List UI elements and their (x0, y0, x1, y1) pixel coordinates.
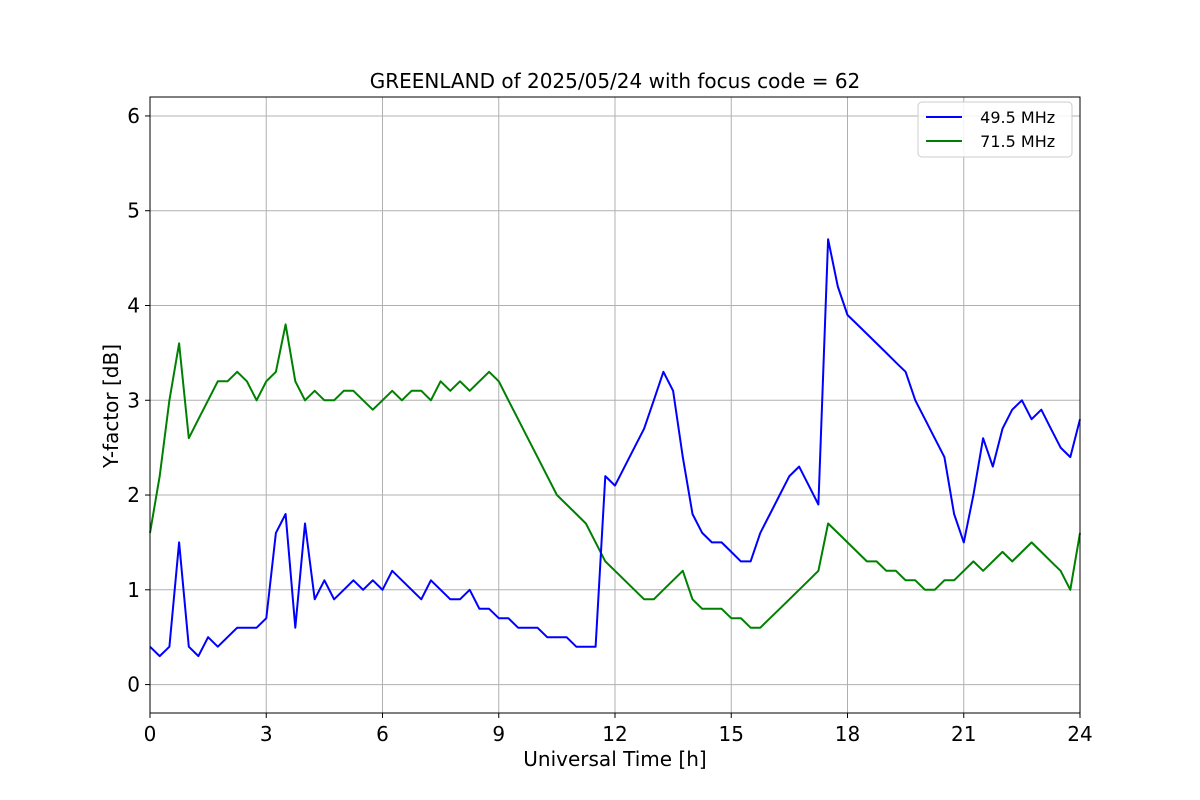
legend: 49.5 MHz 71.5 MHz (917, 101, 1073, 158)
y-tick-label: 4 (127, 293, 140, 317)
x-tick-label: 3 (260, 722, 273, 746)
x-tick-label: 6 (376, 722, 389, 746)
y-tick-label: 6 (127, 104, 140, 128)
x-tick-label: 21 (951, 722, 976, 746)
chart-title: GREENLAND of 2025/05/24 with focus code … (370, 69, 861, 93)
legend-box (917, 101, 1073, 158)
x-tick-label: 9 (492, 722, 505, 746)
series-line-49-5-mhz (149, 238, 1081, 658)
y-tick-label: 1 (127, 578, 140, 602)
x-tick-label: 24 (1067, 722, 1092, 746)
grid (149, 97, 1081, 713)
y-tick-label: 0 (127, 673, 140, 697)
x-tick-label: 12 (602, 722, 627, 746)
legend-label-71-5-mhz: 71.5 MHz (970, 132, 1055, 151)
series-layer (149, 238, 1081, 658)
x-axis-title: Universal Time [h] (523, 747, 706, 771)
x-tick-label: 18 (835, 722, 860, 746)
legend-label-49-5-mhz: 49.5 MHz (970, 108, 1055, 127)
x-tick-label: 15 (719, 722, 744, 746)
y-tick-label: 3 (127, 388, 140, 412)
y-axis-title: Y-factor [dB] (99, 344, 123, 469)
series-line-71-5-mhz (149, 323, 1081, 629)
y-tick-label: 5 (127, 199, 140, 223)
x-tick-label: 0 (144, 722, 157, 746)
y-tick-label: 2 (127, 483, 140, 507)
